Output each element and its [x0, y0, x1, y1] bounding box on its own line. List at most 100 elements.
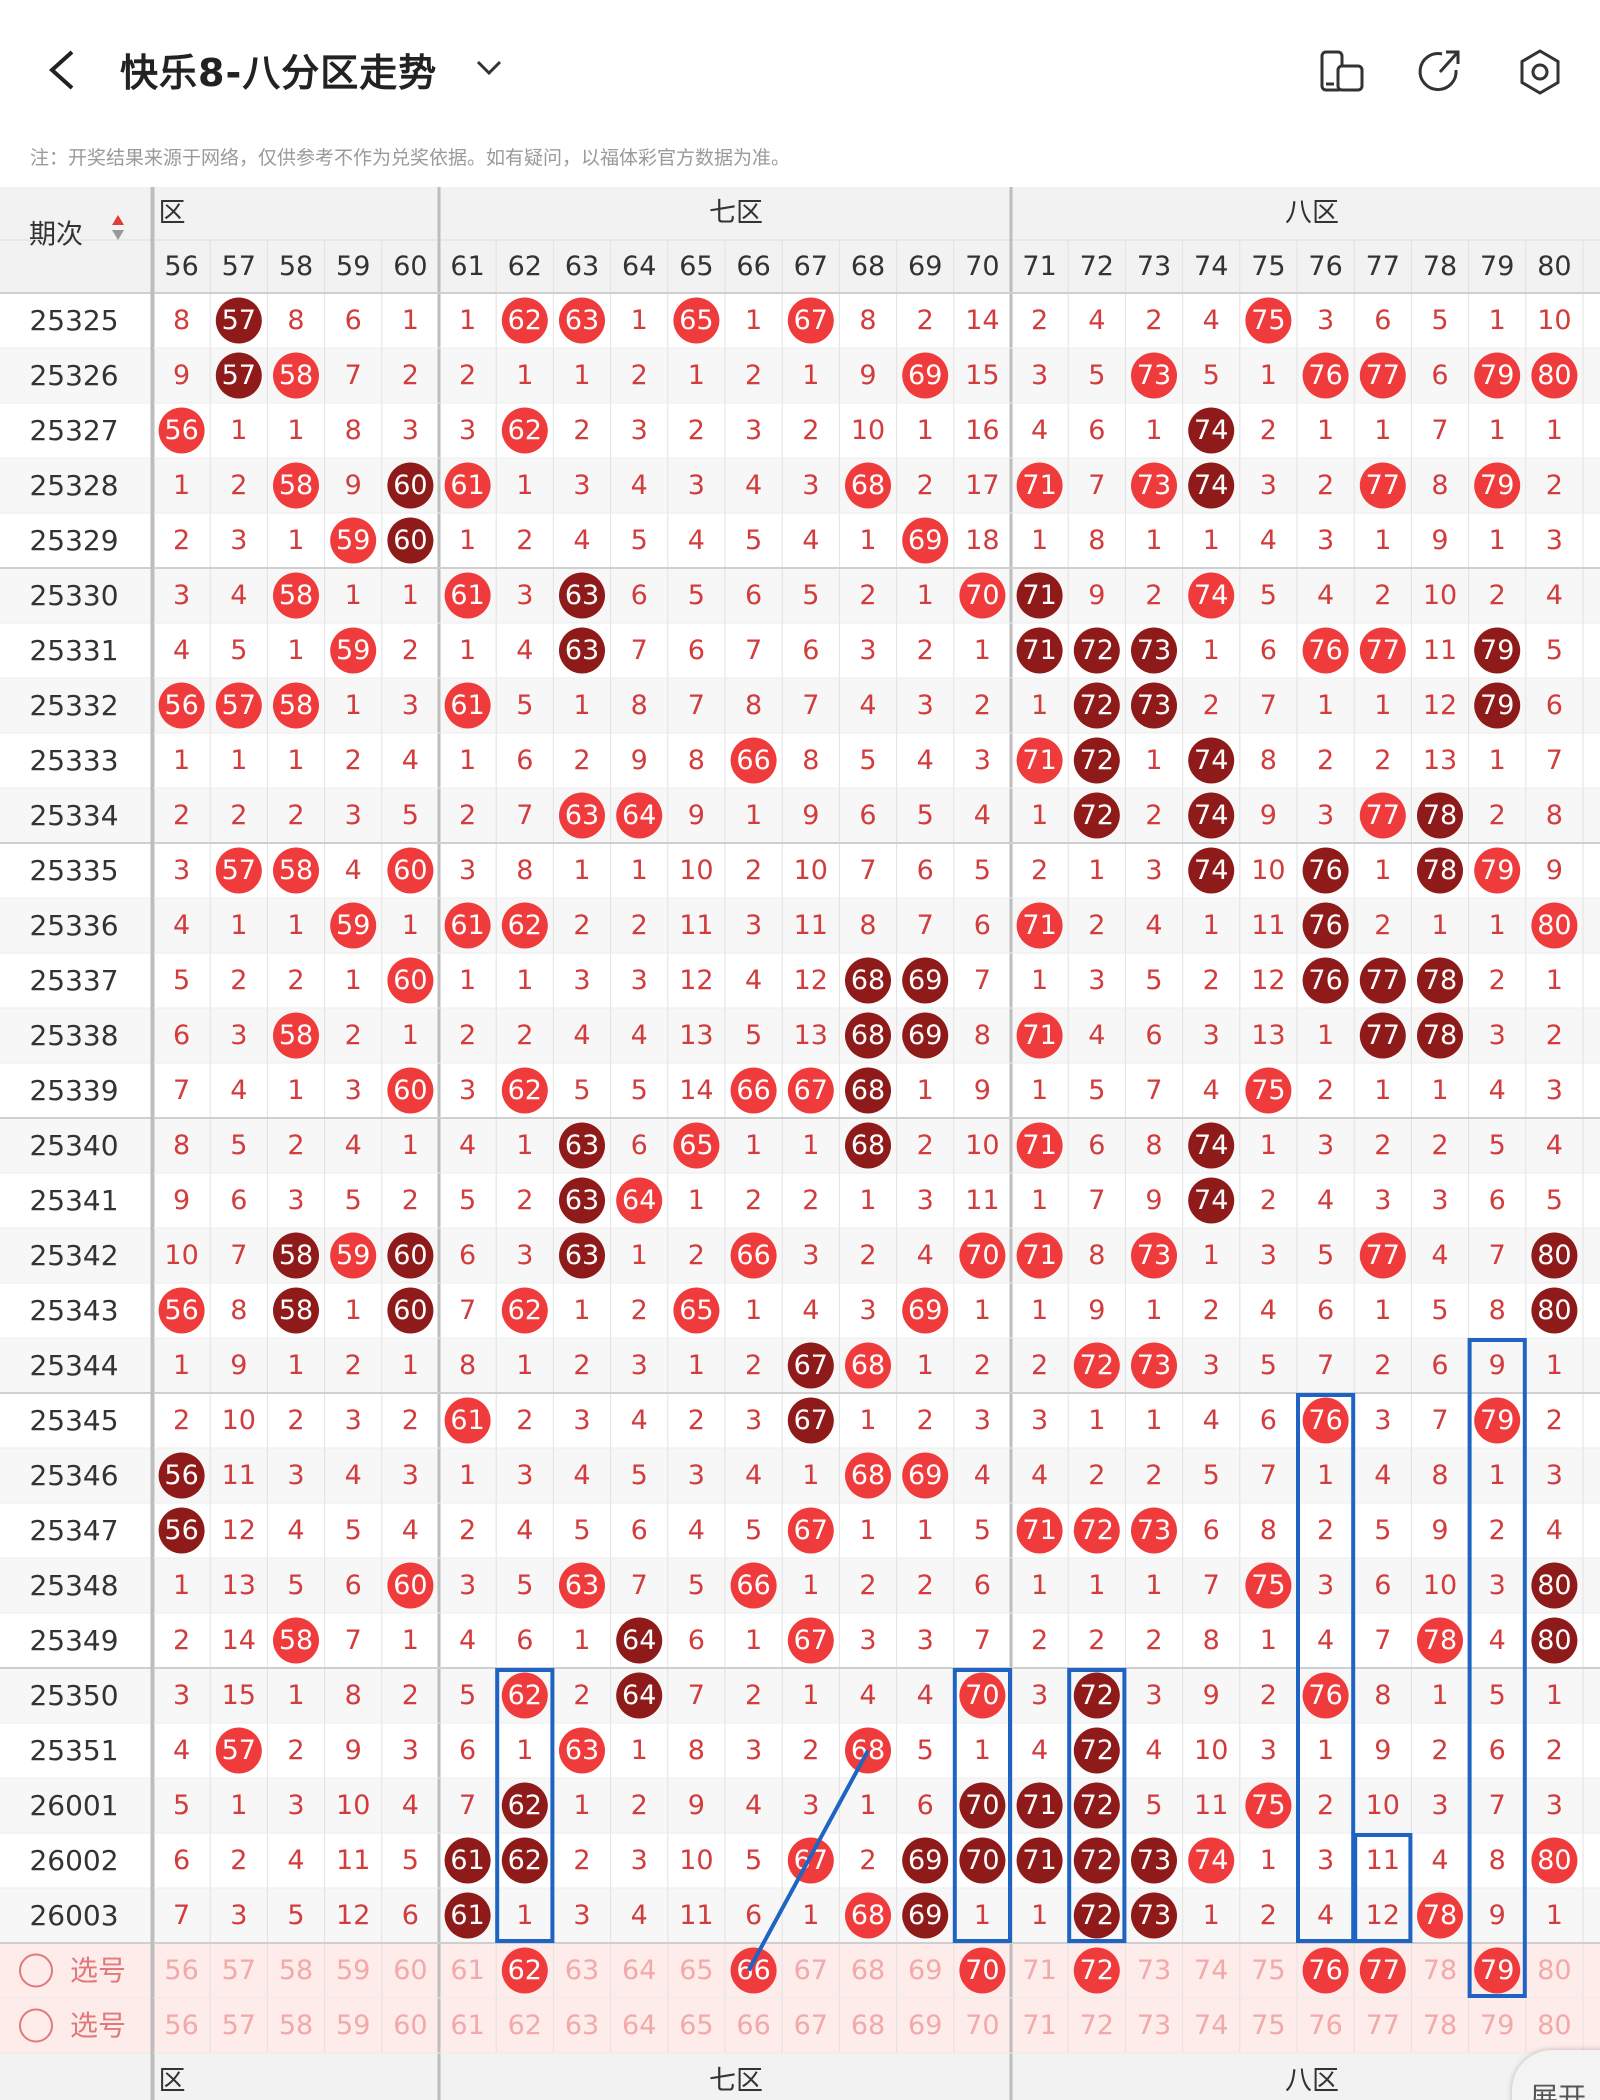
trend-cell[interactable]: 3 [859, 1295, 876, 1326]
trend-cell[interactable]: 3 [345, 1405, 362, 1436]
select-cell[interactable]: 71 [1022, 1955, 1056, 1986]
trend-cell[interactable]: 8 [974, 1020, 991, 1051]
trend-cell[interactable]: 1 [802, 1460, 819, 1491]
trend-cell[interactable]: 7 [345, 360, 362, 391]
trend-cell[interactable]: 1 [974, 635, 991, 666]
trend-cell[interactable]: 5 [745, 1515, 762, 1546]
trend-cell[interactable]: 10 [1194, 1735, 1228, 1766]
trend-cell[interactable]: 2 [287, 1735, 304, 1766]
trend-cell[interactable]: 3 [1546, 1790, 1563, 1821]
trend-cell[interactable]: 60 [387, 1232, 434, 1279]
trend-cell[interactable]: 2 [917, 305, 934, 336]
trend-cell[interactable]: 2 [802, 415, 819, 446]
trend-cell[interactable]: 4 [230, 580, 247, 611]
trend-cell[interactable]: 72 [1073, 1507, 1120, 1554]
trend-cell[interactable]: 72 [1073, 792, 1120, 839]
trend-cell[interactable]: 13 [222, 1570, 256, 1601]
trend-cell[interactable]: 80 [1531, 1837, 1578, 1884]
trend-cell[interactable]: 76 [1302, 1672, 1349, 1719]
trend-cell[interactable]: 2 [1031, 855, 1048, 886]
trend-cell[interactable]: 1 [1260, 1130, 1277, 1161]
trend-cell[interactable]: 1 [1317, 1735, 1334, 1766]
trend-cell[interactable]: 4 [1088, 1020, 1105, 1051]
trend-cell[interactable]: 4 [688, 525, 705, 556]
trend-cell[interactable]: 3 [1317, 1130, 1334, 1161]
trend-cell[interactable]: 1 [1260, 1625, 1277, 1656]
trend-cell[interactable]: 10 [164, 1240, 198, 1271]
select-cell[interactable]: 77 [1366, 2010, 1400, 2041]
trend-cell[interactable]: 4 [402, 1790, 419, 1821]
trend-cell[interactable]: 1 [287, 415, 304, 446]
trend-cell[interactable]: 62 [501, 902, 548, 949]
trend-cell[interactable]: 61 [444, 572, 491, 619]
trend-cell[interactable]: 2 [1374, 745, 1391, 776]
trend-cell[interactable]: 1 [859, 1405, 876, 1436]
trend-cell[interactable]: 12 [1366, 1900, 1400, 1931]
trend-cell[interactable]: 77 [1359, 1012, 1406, 1059]
trend-cell[interactable]: 77 [1359, 462, 1406, 509]
trend-cell[interactable]: 61 [444, 1892, 491, 1939]
trend-cell[interactable]: 64 [616, 1672, 663, 1719]
trend-cell[interactable]: 80 [1531, 1562, 1578, 1609]
trend-cell[interactable]: 1 [974, 1735, 991, 1766]
trend-cell[interactable]: 6 [745, 1900, 762, 1931]
trend-cell[interactable]: 2 [1489, 965, 1506, 996]
trend-cell[interactable]: 1 [402, 1020, 419, 1051]
trend-cell[interactable]: 7 [1317, 1350, 1334, 1381]
trend-cell[interactable]: 1 [1088, 1570, 1105, 1601]
trend-cell[interactable]: 1 [1203, 1900, 1220, 1931]
trend-cell[interactable]: 74 [1188, 847, 1235, 894]
trend-cell[interactable]: 1 [516, 360, 533, 391]
trend-cell[interactable]: 3 [859, 1625, 876, 1656]
trend-cell[interactable]: 57 [215, 297, 262, 344]
trend-cell[interactable]: 10 [222, 1405, 256, 1436]
trend-cell[interactable]: 4 [917, 1680, 934, 1711]
trend-cell[interactable]: 5 [1431, 1295, 1448, 1326]
trend-cell[interactable]: 5 [917, 1735, 934, 1766]
trend-cell[interactable]: 8 [1431, 470, 1448, 501]
trend-cell[interactable]: 7 [1260, 1460, 1277, 1491]
select-cell[interactable]: 58 [279, 2010, 313, 2041]
trend-cell[interactable]: 1 [802, 1130, 819, 1161]
trend-cell[interactable]: 4 [1031, 1735, 1048, 1766]
trend-cell[interactable]: 73 [1131, 1232, 1177, 1279]
trend-cell[interactable]: 9 [859, 360, 876, 391]
trend-cell[interactable]: 1 [1431, 1075, 1448, 1106]
select-cell[interactable]: 58 [279, 1955, 313, 1986]
trend-cell[interactable]: 2 [1145, 1625, 1162, 1656]
trend-cell[interactable]: 77 [1359, 1232, 1406, 1279]
trend-cell[interactable]: 63 [559, 1177, 605, 1224]
trend-cell[interactable]: 6 [402, 1900, 419, 1931]
trend-cell[interactable]: 7 [631, 635, 648, 666]
trend-cell[interactable]: 1 [1031, 525, 1048, 556]
trend-cell[interactable]: 3 [516, 1240, 533, 1271]
trend-cell[interactable]: 11 [679, 1900, 713, 1931]
select-cell[interactable]: 61 [450, 2010, 484, 2041]
trend-cell[interactable]: 76 [1302, 902, 1349, 949]
trend-cell[interactable]: 1 [573, 1790, 590, 1821]
trend-cell[interactable]: 9 [1374, 1735, 1391, 1766]
trend-cell[interactable]: 6 [173, 1020, 190, 1051]
trend-cell[interactable]: 11 [336, 1845, 370, 1876]
trend-cell[interactable]: 1 [287, 1350, 304, 1381]
trend-cell[interactable]: 5 [1088, 360, 1105, 391]
trend-cell[interactable]: 80 [1531, 1232, 1578, 1279]
trend-cell[interactable]: 2 [287, 965, 304, 996]
trend-cell[interactable]: 6 [1374, 1570, 1391, 1601]
trend-cell[interactable]: 1 [802, 1570, 819, 1601]
trend-cell[interactable]: 4 [1431, 1845, 1448, 1876]
trend-cell[interactable]: 1 [516, 470, 533, 501]
trend-cell[interactable]: 2 [745, 1350, 762, 1381]
trend-cell[interactable]: 12 [679, 965, 713, 996]
trend-cell[interactable]: 1 [459, 635, 476, 666]
trend-cell[interactable]: 78 [1417, 957, 1463, 1004]
trend-cell[interactable]: 58 [273, 572, 319, 619]
trend-cell[interactable]: 73 [1131, 627, 1177, 674]
trend-cell[interactable]: 66 [730, 1067, 777, 1114]
select-cell[interactable]: 65 [679, 2010, 713, 2041]
trend-cell[interactable]: 1 [573, 1625, 590, 1656]
trend-cell[interactable]: 1 [917, 1350, 934, 1381]
trend-cell[interactable]: 1 [1489, 415, 1506, 446]
trend-cell[interactable]: 7 [1088, 470, 1105, 501]
trend-cell[interactable]: 3 [974, 1405, 991, 1436]
